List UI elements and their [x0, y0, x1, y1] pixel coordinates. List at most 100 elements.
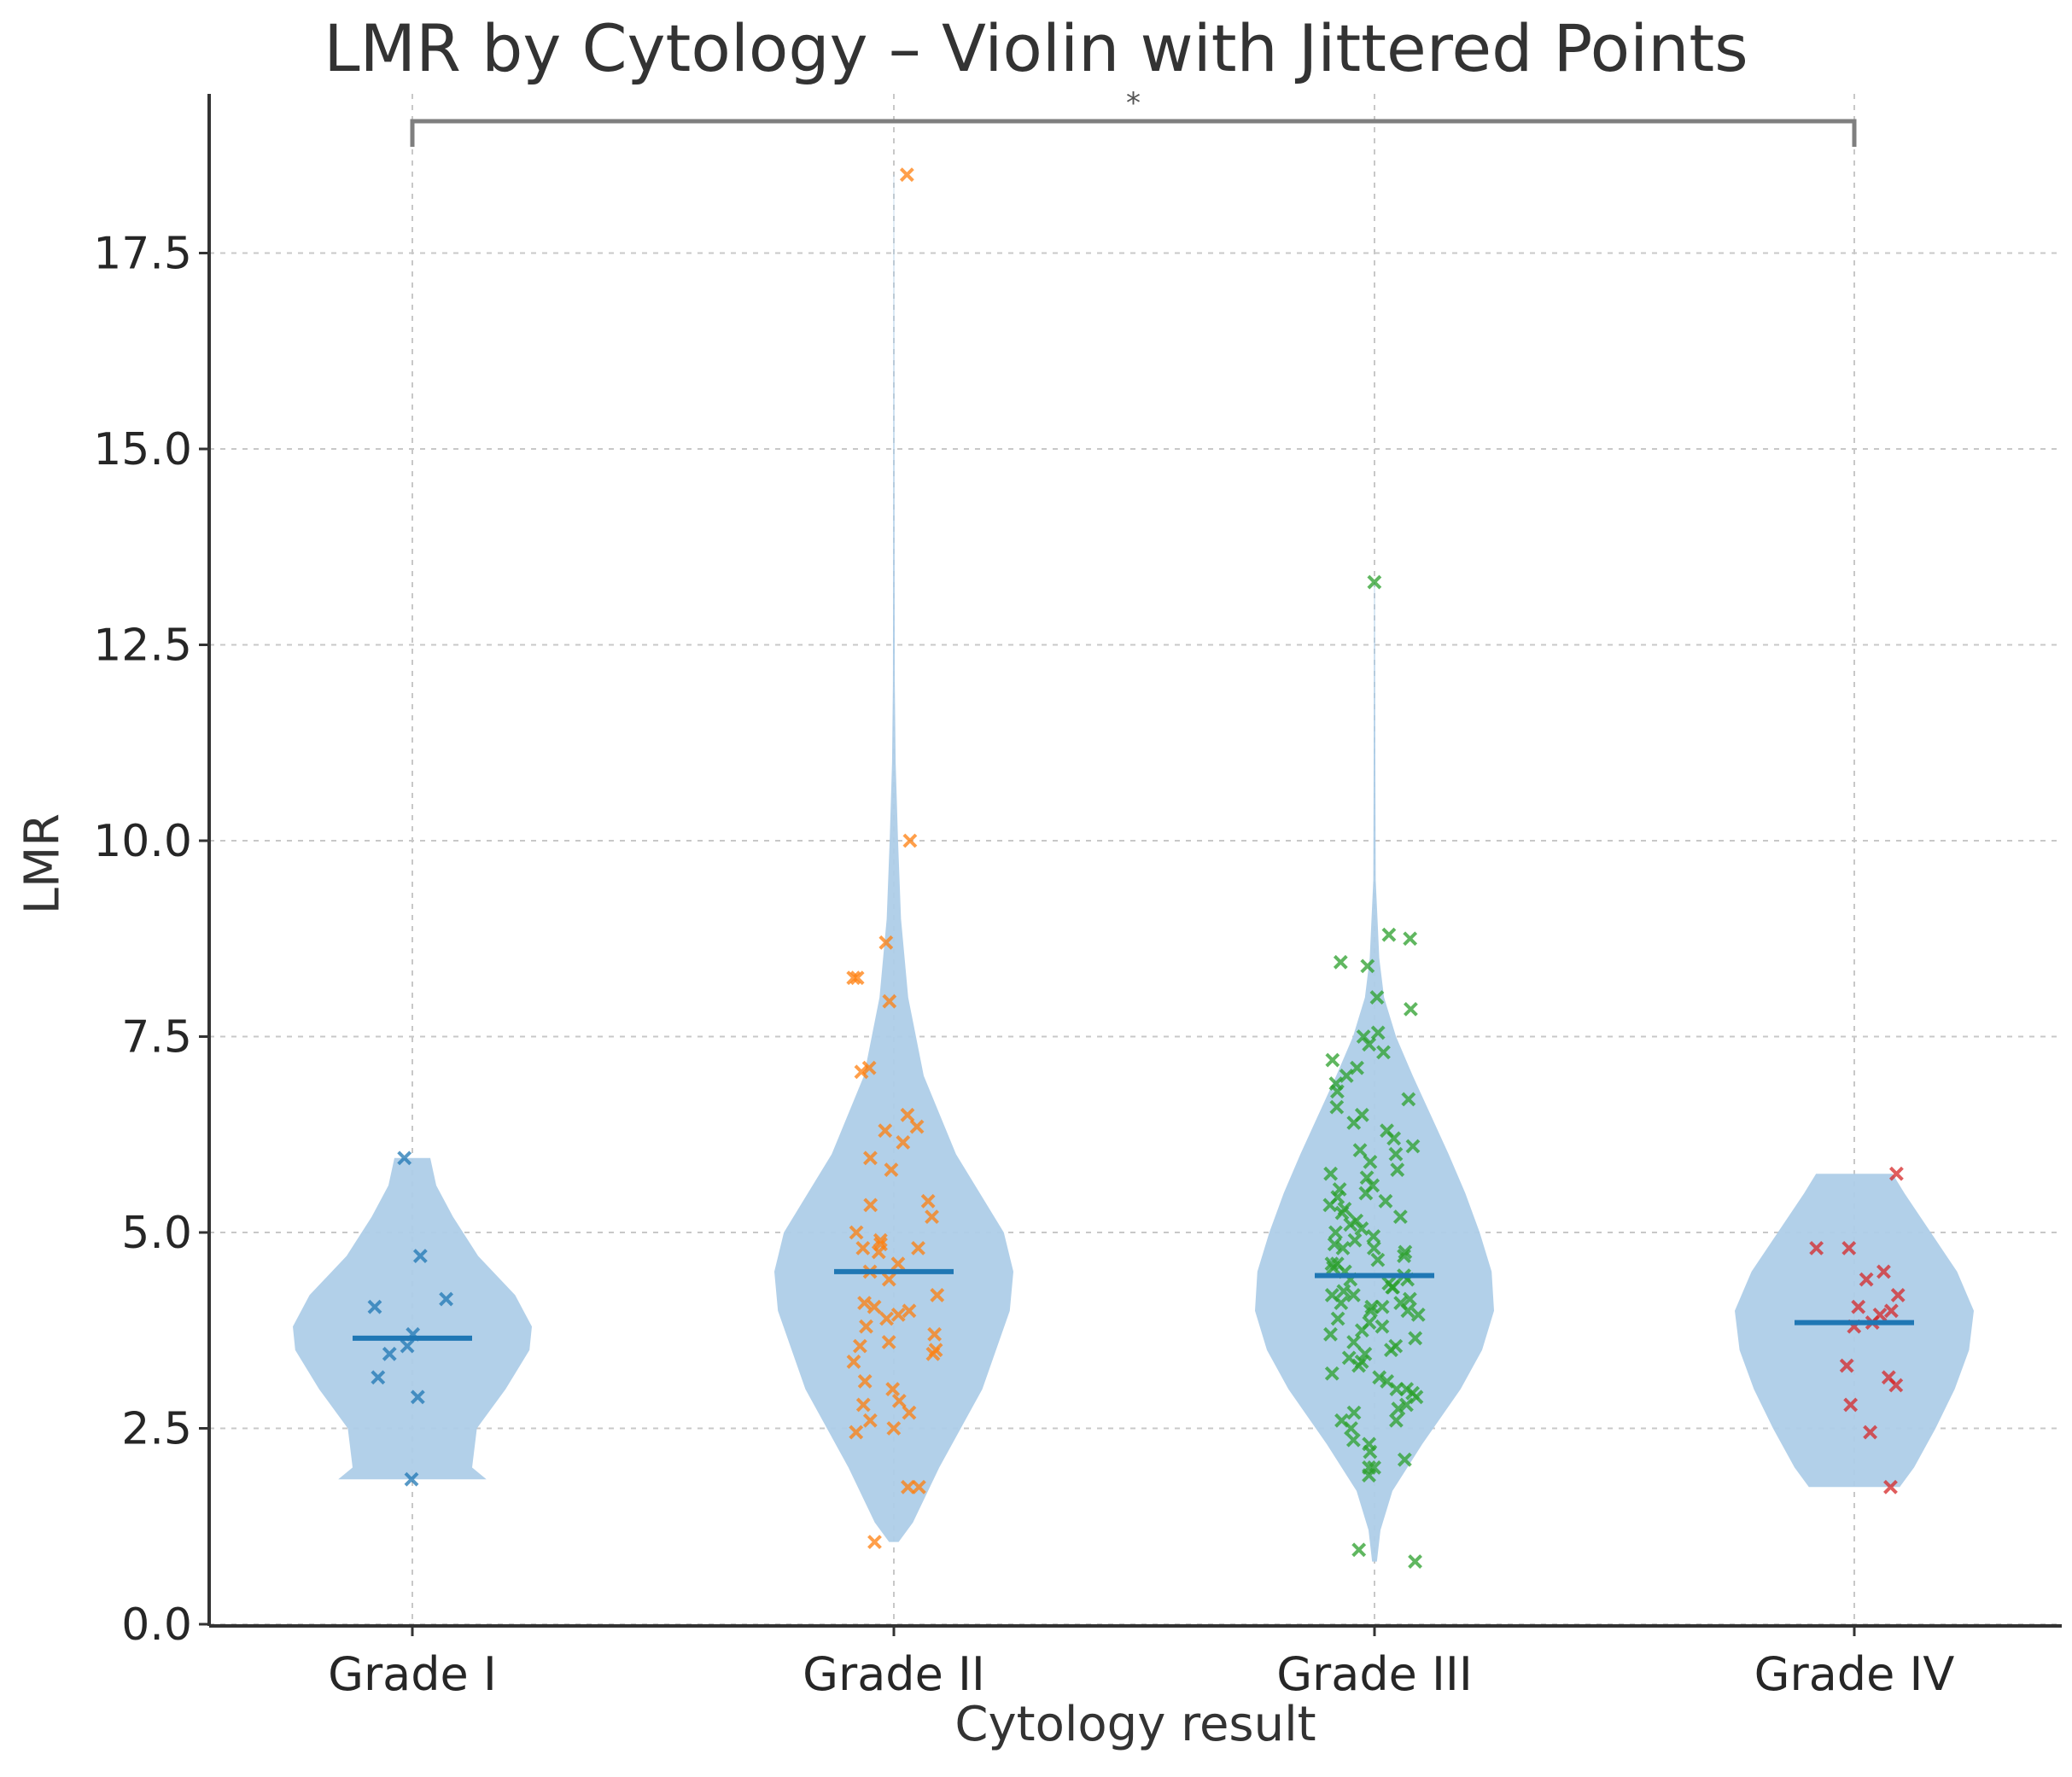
data-point	[1391, 1401, 1406, 1416]
data-point	[857, 1296, 872, 1311]
data-point	[1357, 1346, 1373, 1361]
data-point	[1328, 1076, 1344, 1091]
data-point	[1332, 1182, 1347, 1197]
points-grade-ii	[846, 167, 945, 1550]
significance-label: *	[1126, 86, 1141, 120]
data-point	[1404, 1001, 1418, 1017]
data-point	[855, 1397, 871, 1413]
data-point	[909, 1119, 925, 1134]
data-point	[896, 1135, 911, 1150]
data-point	[1410, 1307, 1426, 1322]
y-tick-label: 10.0	[93, 816, 192, 867]
data-point	[1405, 1139, 1421, 1154]
data-point	[1367, 1459, 1381, 1475]
data-point	[400, 1338, 415, 1354]
data-point	[1354, 1355, 1369, 1369]
data-point	[1403, 931, 1418, 947]
data-point	[1330, 1311, 1345, 1326]
data-point	[1881, 1370, 1896, 1385]
data-point	[1352, 1143, 1368, 1158]
data-point	[854, 1064, 869, 1080]
data-point	[1346, 1335, 1362, 1349]
data-point	[1388, 1413, 1404, 1428]
data-point	[1392, 1209, 1408, 1225]
data-point	[849, 970, 865, 986]
data-point	[1329, 1256, 1345, 1272]
data-point	[1839, 1358, 1854, 1373]
data-point	[1364, 1299, 1380, 1314]
data-point	[911, 1479, 926, 1494]
data-point	[878, 935, 894, 950]
data-point	[886, 1421, 902, 1436]
violin-grade-ii	[774, 174, 1013, 1542]
y-tick-label: 12.5	[93, 620, 192, 672]
data-point	[1323, 1326, 1338, 1342]
data-point	[1843, 1397, 1859, 1413]
data-point	[901, 1479, 915, 1494]
violin-grade-iv	[1735, 1174, 1974, 1488]
data-point	[404, 1471, 419, 1487]
data-point	[849, 1225, 864, 1240]
data-point	[920, 1193, 936, 1209]
data-point	[890, 1307, 906, 1322]
data-point	[1863, 1425, 1878, 1440]
data-point	[1339, 1068, 1354, 1083]
data-point	[846, 1355, 861, 1369]
data-point	[1346, 1405, 1362, 1420]
data-point	[900, 1107, 915, 1122]
data-point	[1397, 1249, 1411, 1263]
data-point	[902, 1405, 917, 1420]
data-point	[410, 1390, 425, 1405]
y-tick-label: 7.5	[121, 1012, 192, 1063]
data-point	[1380, 1374, 1395, 1389]
data-point	[1876, 1264, 1891, 1279]
data-point	[873, 1232, 888, 1248]
violin-grade-i	[293, 1157, 532, 1480]
data-point	[1325, 1052, 1340, 1068]
data-point	[885, 1382, 901, 1397]
data-point	[1360, 958, 1375, 974]
data-point	[1335, 1240, 1351, 1256]
data-point	[1375, 1299, 1390, 1314]
data-point	[1841, 1240, 1857, 1256]
data-point	[1362, 1315, 1377, 1330]
y-tick-label: 0.0	[121, 1599, 192, 1651]
data-point	[1376, 1045, 1391, 1060]
data-point	[1408, 1331, 1423, 1346]
data-point	[1398, 1244, 1413, 1260]
data-point	[1347, 1232, 1363, 1248]
data-point	[867, 1299, 882, 1314]
data-point	[382, 1346, 397, 1361]
data-point	[1349, 1213, 1364, 1228]
data-point	[1328, 1225, 1343, 1240]
data-point	[1381, 1276, 1397, 1291]
data-point	[1397, 1452, 1412, 1467]
data-point	[1329, 1099, 1345, 1115]
data-point	[1324, 1256, 1340, 1272]
data-point	[1390, 1162, 1405, 1177]
data-point	[1378, 1193, 1393, 1209]
data-point	[930, 1288, 945, 1302]
points-grade-i	[367, 1151, 454, 1487]
data-point	[1872, 1307, 1888, 1322]
data-point	[1890, 1288, 1906, 1302]
data-point	[878, 1123, 893, 1139]
data-point	[1381, 927, 1397, 942]
data-point	[1401, 1092, 1416, 1107]
violin-grade-iii	[1255, 582, 1494, 1562]
points-grade-iii	[1322, 574, 1426, 1569]
data-point	[902, 1303, 917, 1319]
x-tick-label: Grade I	[328, 1647, 497, 1701]
data-point	[846, 970, 861, 986]
data-point	[849, 1425, 864, 1440]
data-point	[925, 1209, 939, 1225]
data-point	[1336, 1284, 1351, 1299]
data-point	[1388, 1146, 1404, 1162]
data-point	[1859, 1272, 1874, 1287]
data-point	[397, 1151, 412, 1166]
data-point	[1888, 1166, 1904, 1181]
y-tick-label: 5.0	[121, 1208, 192, 1259]
data-point	[1354, 1107, 1369, 1122]
data-point	[1883, 1479, 1898, 1494]
data-point	[863, 1151, 878, 1166]
